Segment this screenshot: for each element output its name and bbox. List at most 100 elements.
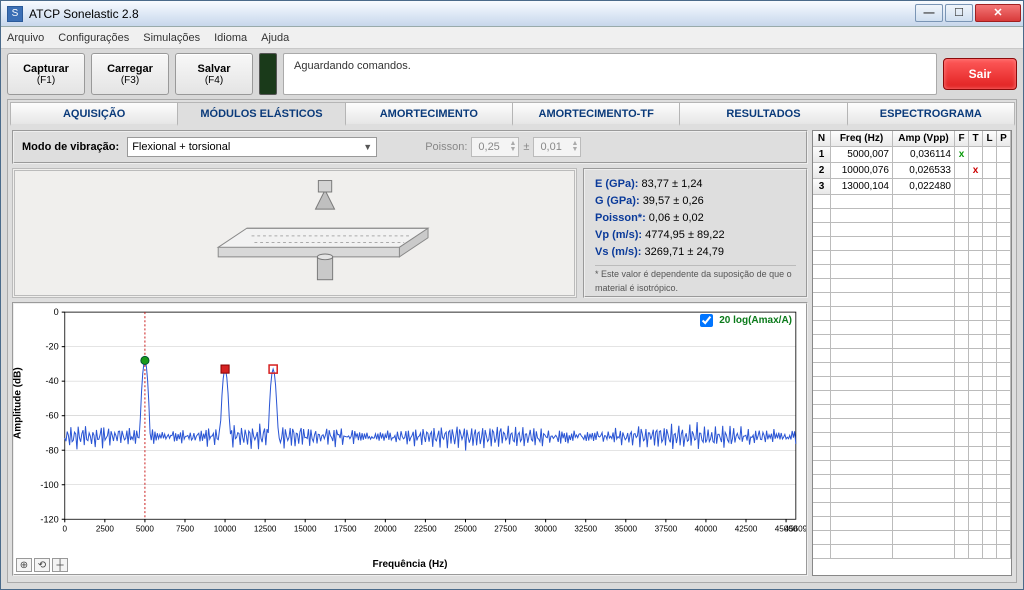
svg-text:-60: -60 bbox=[45, 411, 58, 421]
spectrum-chart[interactable]: -120 -100 -80 -60 -40 -20 0 0 2500 5000 7500 10000 1… bbox=[12, 302, 808, 576]
p-value: 0,06 ± 0,02 bbox=[649, 212, 704, 224]
title-bar[interactable]: S ATCP Sonelastic 2.8 bbox=[1, 1, 1023, 27]
tab-amortecimento-tf[interactable]: AMORTECIMENTO-TF bbox=[512, 102, 680, 126]
vs-label: Vs (m/s): bbox=[595, 246, 641, 258]
client-area: Capturar (F1) Carregar (F3) Salvar (F4) … bbox=[1, 49, 1023, 589]
svg-text:35000: 35000 bbox=[614, 524, 637, 533]
table-row[interactable]: 313000,1040,022480 bbox=[813, 179, 1011, 195]
tab-espectrograma[interactable]: ESPECTROGRAMA bbox=[847, 102, 1015, 126]
svg-text:45609: 45609 bbox=[785, 524, 806, 533]
menu-bar: Arquivo Configurações Simulações Idioma … bbox=[1, 27, 1023, 49]
g-label: G (GPa): bbox=[595, 195, 640, 207]
svg-text:27500: 27500 bbox=[494, 524, 517, 533]
log-checkbox[interactable]: 20 log(Amax/A) bbox=[700, 314, 792, 327]
menu-simulacoes[interactable]: Simulações bbox=[143, 32, 200, 44]
window-title: ATCP Sonelastic 2.8 bbox=[29, 7, 913, 21]
chart-xlabel: Frequência (Hz) bbox=[372, 559, 447, 570]
poisson-err-spin[interactable]: 0,01▲▼ bbox=[533, 137, 581, 157]
chart-toolstrip: ⊕ ⟲ ┼ bbox=[16, 558, 68, 572]
svg-text:5000: 5000 bbox=[136, 524, 155, 533]
carregar-key: (F3) bbox=[121, 75, 139, 86]
zoom-icon[interactable]: ⊕ bbox=[16, 558, 32, 572]
close-button[interactable] bbox=[975, 4, 1021, 22]
svg-text:12500: 12500 bbox=[254, 524, 277, 533]
vp-label: Vp (m/s): bbox=[595, 229, 642, 241]
frequency-table[interactable]: N Freq (Hz) Amp (Vpp) F T L P 15000,0070… bbox=[812, 130, 1012, 576]
table-row[interactable]: 210000,0760,026533x bbox=[813, 163, 1011, 179]
main-panel: AQUISIÇÃO MÓDULOS ELÁSTICOS AMORTECIMENT… bbox=[7, 99, 1017, 583]
chevron-down-icon: ▼ bbox=[363, 142, 372, 152]
sair-button[interactable]: Sair bbox=[943, 58, 1017, 90]
poisson-label: Poisson: bbox=[425, 141, 467, 153]
svg-text:32500: 32500 bbox=[574, 524, 597, 533]
tab-row: AQUISIÇÃO MÓDULOS ELÁSTICOS AMORTECIMENT… bbox=[10, 102, 1014, 126]
app-window: S ATCP Sonelastic 2.8 Arquivo Configuraç… bbox=[0, 0, 1024, 590]
vp-value: 4774,95 ± 89,22 bbox=[645, 229, 724, 241]
tab-aquisicao[interactable]: AQUISIÇÃO bbox=[10, 102, 178, 126]
capturar-key: (F1) bbox=[37, 75, 55, 86]
svg-text:30000: 30000 bbox=[534, 524, 557, 533]
tab-amortecimento[interactable]: AMORTECIMENTO bbox=[345, 102, 513, 126]
reset-icon[interactable]: ⟲ bbox=[34, 558, 50, 572]
svg-text:-80: -80 bbox=[45, 445, 58, 455]
salvar-label: Salvar bbox=[197, 63, 230, 75]
col-P: P bbox=[997, 131, 1011, 147]
poisson-value-spin[interactable]: 0,25▲▼ bbox=[471, 137, 519, 157]
col-F: F bbox=[955, 131, 969, 147]
app-icon: S bbox=[7, 6, 23, 22]
salvar-button[interactable]: Salvar (F4) bbox=[175, 53, 253, 95]
maximize-button[interactable] bbox=[945, 4, 973, 22]
minimize-button[interactable] bbox=[915, 4, 943, 22]
salvar-key: (F4) bbox=[205, 75, 223, 86]
signal-indicator bbox=[259, 53, 277, 95]
results-footnote: * Este valor é dependente da suposição d… bbox=[595, 265, 796, 296]
col-L: L bbox=[983, 131, 997, 147]
carregar-button[interactable]: Carregar (F3) bbox=[91, 53, 169, 95]
svg-text:37500: 37500 bbox=[655, 524, 678, 533]
tab-resultados[interactable]: RESULTADOS bbox=[679, 102, 847, 126]
svg-text:22500: 22500 bbox=[414, 524, 437, 533]
svg-text:20000: 20000 bbox=[374, 524, 397, 533]
svg-text:10000: 10000 bbox=[214, 524, 237, 533]
svg-text:15000: 15000 bbox=[294, 524, 317, 533]
mode-dropdown[interactable]: Flexional + torsional ▼ bbox=[127, 137, 377, 157]
svg-text:42500: 42500 bbox=[735, 524, 758, 533]
table-row[interactable]: 15000,0070,036114x bbox=[813, 147, 1011, 163]
svg-text:-120: -120 bbox=[40, 514, 58, 524]
col-T: T bbox=[969, 131, 983, 147]
vs-value: 3269,71 ± 24,79 bbox=[645, 246, 724, 258]
p-label: Poisson*: bbox=[595, 212, 646, 224]
menu-arquivo[interactable]: Arquivo bbox=[7, 32, 44, 44]
svg-text:40000: 40000 bbox=[695, 524, 718, 533]
status-message: Aguardando comandos. bbox=[283, 53, 937, 95]
svg-text:-100: -100 bbox=[40, 480, 58, 490]
svg-text:17500: 17500 bbox=[334, 524, 357, 533]
mode-label: Modo de vibração: bbox=[22, 141, 119, 153]
col-amp: Amp (Vpp) bbox=[893, 131, 955, 147]
chart-ylabel: Amplitude (dB) bbox=[13, 367, 24, 439]
menu-ajuda[interactable]: Ajuda bbox=[261, 32, 289, 44]
tab-modulos[interactable]: MÓDULOS ELÁSTICOS bbox=[177, 102, 345, 126]
svg-text:0: 0 bbox=[63, 524, 68, 533]
svg-text:2500: 2500 bbox=[96, 524, 115, 533]
poisson-group: Poisson: 0,25▲▼ ± 0,01▲▼ bbox=[425, 137, 581, 157]
svg-text:7500: 7500 bbox=[176, 524, 195, 533]
svg-text:0: 0 bbox=[54, 307, 59, 317]
capturar-button[interactable]: Capturar (F1) bbox=[7, 53, 85, 95]
e-value: 83,77 ± 1,24 bbox=[641, 178, 702, 190]
toolbar-row: Capturar (F1) Carregar (F3) Salvar (F4) … bbox=[7, 53, 1017, 95]
svg-text:-20: -20 bbox=[45, 342, 58, 352]
capturar-label: Capturar bbox=[23, 63, 69, 75]
mode-row: Modo de vibração: Flexional + torsional … bbox=[12, 130, 808, 164]
cursor-icon[interactable]: ┼ bbox=[52, 558, 68, 572]
menu-configuracoes[interactable]: Configurações bbox=[58, 32, 129, 44]
col-n: N bbox=[813, 131, 831, 147]
plus-minus: ± bbox=[523, 141, 529, 153]
carregar-label: Carregar bbox=[107, 63, 153, 75]
mode-value: Flexional + torsional bbox=[132, 141, 230, 153]
results-panel: E (GPa): 83,77 ± 1,24 G (GPa): 39,57 ± 0… bbox=[583, 168, 808, 298]
menu-idioma[interactable]: Idioma bbox=[214, 32, 247, 44]
svg-text:-40: -40 bbox=[45, 376, 58, 386]
col-freq: Freq (Hz) bbox=[831, 131, 893, 147]
specimen-diagram bbox=[12, 168, 577, 298]
